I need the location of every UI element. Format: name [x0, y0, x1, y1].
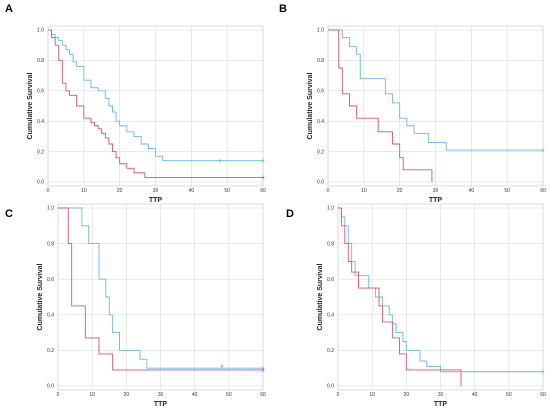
panel-c: C 0.0 0.2 0.4 0.6 0.8 1.0 0 10 20 30 40 50 60 TTP Cumul…	[5, 203, 266, 408]
y-tick-label: 0.6	[37, 89, 44, 95]
panel-a: A 0.0 0.2 0.4 0.6 0.8 1.0 0 10 20 30 40 50 60 TTP Cumul…	[5, 3, 266, 204]
x-tick-label: 20	[397, 188, 403, 194]
x-tick-label: 40	[469, 188, 475, 194]
y-tick-label: 0.2	[37, 149, 44, 155]
y-tick-label: 1.0	[47, 206, 54, 212]
x-tick-label: 20	[404, 392, 410, 398]
y-tick-label: 1.0	[37, 28, 44, 34]
panel-letter: D	[286, 208, 294, 220]
panel-b: B 0.0 0.2 0.4 0.6 0.8 1.0 0 10 20 30 40 50 60 TTP Cumul…	[279, 3, 546, 204]
y-axis-title: Cumulative Survival	[307, 72, 314, 139]
x-tick-label: 30	[153, 188, 159, 194]
x-tick-label: 0	[57, 392, 60, 398]
x-axis-title: TTP	[149, 197, 163, 204]
y-tick-label: 0.4	[327, 313, 334, 319]
x-tick-label: 50	[224, 188, 230, 194]
y-tick-label: 0.4	[37, 119, 44, 125]
y-tick-label: 1.0	[317, 28, 324, 34]
x-tick-label: 30	[158, 392, 164, 398]
x-tick-label: 0	[47, 188, 50, 194]
series-blue-curve	[338, 207, 543, 373]
series-blue-curve	[328, 29, 543, 151]
y-axis-title: Cumulative Survival	[27, 72, 34, 139]
x-tick-label: 40	[189, 188, 195, 194]
y-tick-label: 0.8	[47, 241, 54, 247]
x-tick-label: 60	[540, 392, 546, 398]
y-tick-label: 0.8	[327, 241, 334, 247]
x-tick-label: 30	[433, 188, 439, 194]
x-tick-label: 0	[327, 188, 330, 194]
panel-letter: A	[5, 3, 13, 15]
y-tick-label: 0.0	[327, 384, 334, 390]
series-blue-curve	[58, 207, 263, 369]
panel-d: D 0.0 0.2 0.4 0.6 0.8 1.0 0 10 20 30 40 50 60 TTP Cumul…	[286, 203, 546, 408]
y-tick-label: 0.6	[317, 89, 324, 95]
x-tick-label: 30	[438, 392, 444, 398]
x-tick-label: 40	[192, 392, 198, 398]
y-tick-label: 0.6	[47, 277, 54, 283]
x-axis-title: TTP	[434, 401, 448, 408]
panel-letter: C	[5, 208, 13, 220]
x-tick-label: 10	[89, 392, 95, 398]
y-axis-title: Cumulative Survival	[37, 263, 44, 330]
panel-letter: B	[279, 3, 287, 15]
x-tick-label: 50	[506, 392, 512, 398]
x-tick-label: 10	[81, 188, 87, 194]
x-tick-label: 20	[117, 188, 123, 194]
series-red-curve	[58, 207, 263, 371]
x-tick-label: 60	[260, 188, 266, 194]
y-tick-label: 0.4	[47, 313, 54, 319]
series-blue-curve	[48, 29, 263, 162]
y-tick-label: 0.2	[317, 149, 324, 155]
x-tick-label: 10	[369, 392, 375, 398]
series-red-curve	[328, 29, 433, 182]
y-tick-label: 0.2	[327, 348, 334, 354]
y-tick-label: 0.0	[317, 180, 324, 186]
series-red-curve	[338, 207, 462, 386]
x-tick-label: 60	[540, 188, 546, 194]
y-tick-label: 0.0	[47, 384, 54, 390]
y-tick-label: 0.4	[317, 119, 324, 125]
x-tick-label: 50	[504, 188, 510, 194]
y-axis-title: Cumulative Survival	[317, 263, 324, 330]
x-axis-title: TTP	[429, 197, 443, 204]
x-tick-label: 50	[226, 392, 232, 398]
x-axis-title: TTP	[154, 401, 168, 408]
y-tick-label: 1.0	[327, 206, 334, 212]
y-tick-label: 0.6	[327, 277, 334, 283]
x-tick-label: 40	[472, 392, 478, 398]
x-tick-label: 10	[361, 188, 367, 194]
y-tick-label: 0.8	[317, 58, 324, 64]
x-tick-label: 20	[124, 392, 130, 398]
x-tick-label: 60	[260, 392, 266, 398]
y-tick-label: 0.8	[37, 58, 44, 64]
x-tick-label: 0	[337, 392, 340, 398]
y-tick-label: 0.2	[47, 348, 54, 354]
y-tick-label: 0.0	[37, 180, 44, 186]
series-red-curve	[48, 29, 263, 178]
